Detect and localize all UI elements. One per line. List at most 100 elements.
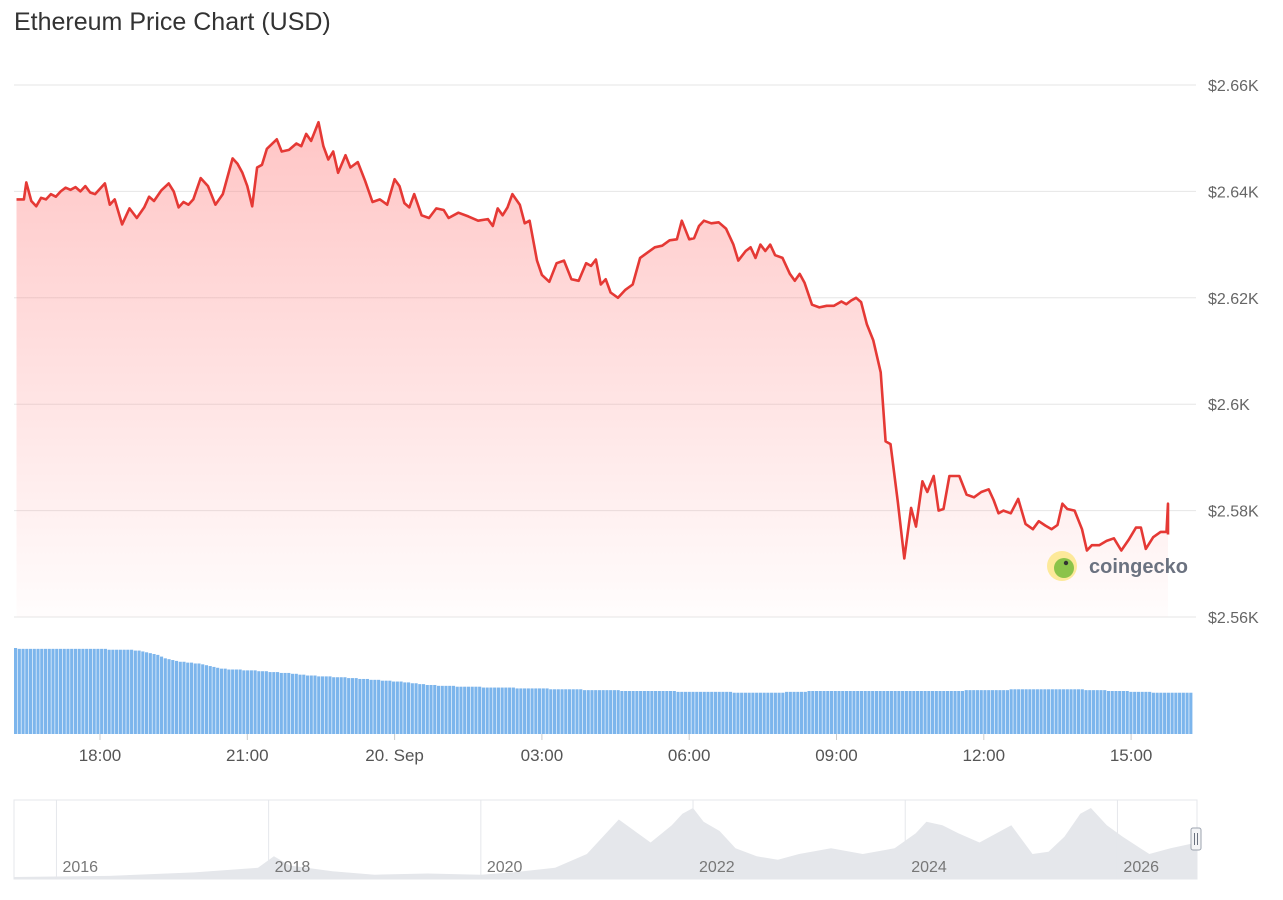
volume-bar xyxy=(1189,692,1193,734)
volume-bar xyxy=(1103,690,1107,734)
volume-bar xyxy=(582,690,587,734)
navigator-handle[interactable] xyxy=(1190,827,1202,851)
volume-bar xyxy=(167,659,171,734)
volume-bar xyxy=(309,675,313,734)
navigator-year-label: 2024 xyxy=(911,859,947,876)
volume-bar xyxy=(770,692,774,734)
volume-bar xyxy=(863,691,867,734)
volume-bar xyxy=(740,692,744,734)
volume-bar xyxy=(710,691,714,734)
volume-bar xyxy=(1024,689,1028,734)
volume-bar xyxy=(1020,689,1024,734)
price-line[interactable] xyxy=(16,120,1170,560)
volume-bar xyxy=(1166,692,1170,734)
volume-bar xyxy=(414,683,418,734)
volume-bar xyxy=(111,649,115,734)
volume-bar xyxy=(436,685,441,734)
volume-bar xyxy=(552,689,557,734)
watermark-text: coingecko xyxy=(1089,556,1188,578)
volume-bar xyxy=(564,689,568,734)
volume-bar xyxy=(1125,691,1129,734)
coingecko-watermark: coingecko xyxy=(1047,551,1188,581)
volume-bar xyxy=(463,686,467,734)
volume-bar xyxy=(635,691,639,734)
volume-bar xyxy=(826,691,830,734)
volume-bar xyxy=(328,676,332,734)
volume-bar xyxy=(758,692,762,734)
volume-bar xyxy=(474,686,478,734)
volume-bar xyxy=(620,691,624,734)
volume-bar xyxy=(515,688,519,734)
volume-bar xyxy=(931,691,935,734)
volume-bar xyxy=(294,673,298,734)
volume-bar xyxy=(1080,689,1084,734)
volume-bar xyxy=(51,648,55,734)
volume-bar xyxy=(713,691,718,734)
volume-bar xyxy=(88,648,92,734)
volume-bar xyxy=(302,674,306,734)
volume-bar xyxy=(949,691,953,734)
volume-bar xyxy=(897,691,901,734)
volume-bar xyxy=(609,690,613,734)
volume-bar xyxy=(107,649,111,734)
volume-bar xyxy=(62,648,66,734)
volume-bar xyxy=(601,690,605,734)
volume-bar xyxy=(77,648,81,734)
volume-bar xyxy=(489,687,493,734)
volume-bar xyxy=(938,691,942,734)
volume-bar xyxy=(36,648,40,734)
volume-bar xyxy=(923,691,927,734)
navigator[interactable]: 2016 2018 2020 2022 2024 2026 xyxy=(13,799,1202,880)
volume-bar xyxy=(197,663,201,734)
volume-bar xyxy=(627,691,631,734)
volume-bar xyxy=(1013,689,1017,734)
volume-bar xyxy=(1065,689,1069,734)
volume-bar xyxy=(470,686,474,734)
volume-bar xyxy=(481,687,485,734)
volume-bar xyxy=(594,690,598,734)
volume-bar xyxy=(878,691,882,734)
y-tick-label: $2.6K xyxy=(1208,397,1250,414)
volume-bar xyxy=(395,681,399,734)
volume-bar xyxy=(654,691,658,734)
volume-bar xyxy=(661,691,665,734)
y-tick-label: $2.66K xyxy=(1208,78,1259,95)
volume-bar xyxy=(889,691,893,734)
volume-bar xyxy=(70,648,74,734)
volume-bar xyxy=(358,678,362,734)
volume-bar xyxy=(957,691,961,734)
volume-bar xyxy=(156,654,160,734)
volume-bar xyxy=(1106,691,1111,734)
volume-bar xyxy=(421,684,426,734)
volume-bar xyxy=(1155,692,1159,734)
volume-bar xyxy=(605,690,609,734)
volume-bar xyxy=(14,648,18,734)
volume-bar xyxy=(511,687,515,734)
volume-bar xyxy=(1058,689,1062,734)
x-tick-label: 03:00 xyxy=(521,746,564,765)
volume-bar xyxy=(695,691,699,734)
volume-bar xyxy=(1110,691,1114,734)
navigator-year-label: 2020 xyxy=(487,859,523,876)
navigator-handle-icon[interactable] xyxy=(1190,827,1202,851)
volume-bar xyxy=(332,677,336,734)
volume-bar xyxy=(126,649,130,734)
volume-bar xyxy=(92,648,96,734)
volume-bar xyxy=(1136,691,1140,734)
volume-bar xyxy=(377,679,381,734)
volume-bar xyxy=(287,672,291,734)
volume-bar xyxy=(755,692,759,734)
navigator-year-label: 2022 xyxy=(699,859,735,876)
volume-bar xyxy=(384,680,388,734)
y-axis: $2.56K $2.58K $2.6K $2.62K $2.64K $2.66K xyxy=(1208,78,1259,627)
volume-bar xyxy=(1009,689,1013,734)
volume-bar xyxy=(1088,690,1092,734)
x-tick-label: 09:00 xyxy=(815,746,858,765)
y-tick-label: $2.58K xyxy=(1208,504,1259,521)
volume-bar xyxy=(283,672,287,734)
volume-bar xyxy=(17,648,21,734)
volume-bar xyxy=(141,651,145,734)
x-axis: 18:00 21:00 20. Sep 03:00 06:00 09:00 12:00 15:… xyxy=(79,734,1152,765)
volume-bar xyxy=(1073,689,1077,734)
